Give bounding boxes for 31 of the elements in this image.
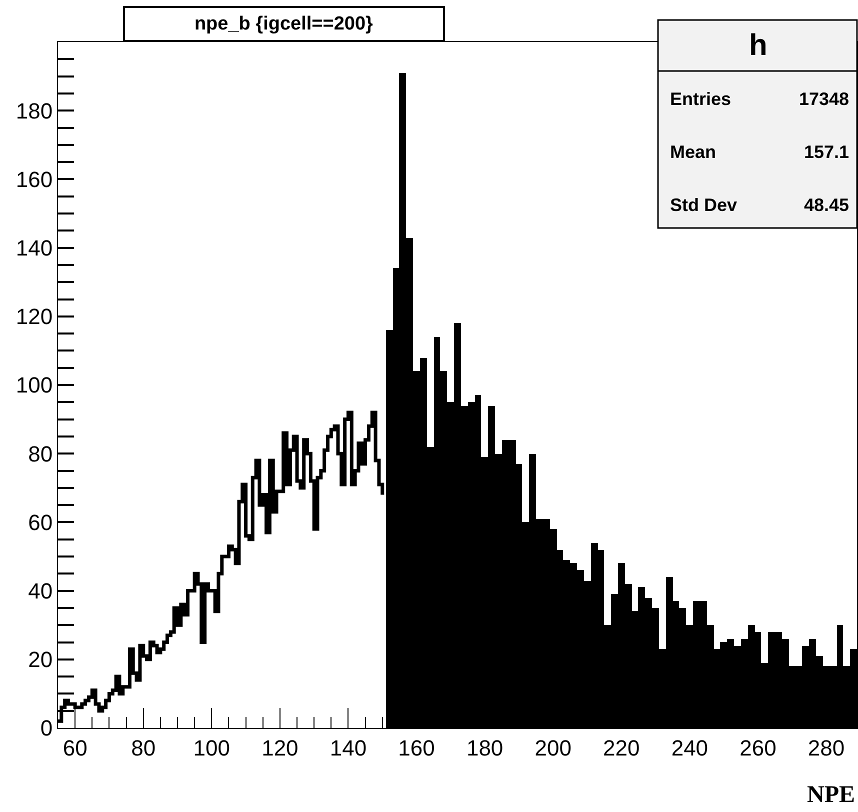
annotation: 157.1 [804, 142, 850, 162]
annotation: 48.45 [804, 195, 850, 215]
y-tick-label: 160 [16, 166, 53, 192]
annotation: Mean [670, 142, 716, 162]
x-tick-label: 220 [603, 735, 640, 760]
annotation: h [749, 29, 768, 62]
x-tick-label: 100 [193, 735, 230, 760]
y-tick-label: 140 [16, 236, 53, 260]
x-tick-label: 240 [671, 735, 708, 760]
annotation: Entries [670, 89, 732, 109]
x-tick-label: 120 [262, 735, 298, 760]
x-tick-label: 200 [534, 735, 572, 760]
x-tick-label: 180 [466, 735, 504, 760]
x-tick-label: 160 [398, 735, 435, 760]
x-tick-label: 80 [131, 735, 156, 760]
y-tick-label: 120 [16, 304, 53, 330]
y-tick-label: 80 [28, 441, 53, 466]
x-tick-label: 260 [740, 735, 776, 760]
x-tick-label: 60 [62, 735, 88, 760]
x-tick-label: 140 [330, 735, 367, 760]
chart-title: npe_b {igcell==200} [194, 14, 374, 34]
annotation: Std Dev [670, 195, 738, 215]
y-tick-label: 0 [40, 716, 53, 741]
y-tick-label: 180 [16, 98, 53, 124]
y-tick-label: 100 [16, 372, 53, 398]
x-axis-title: NPE [807, 782, 855, 808]
y-tick-label: 20 [28, 647, 53, 672]
y-tick-label: 40 [28, 578, 53, 604]
x-tick-label: 280 [808, 735, 845, 760]
y-tick-label: 60 [28, 510, 53, 535]
annotation: 17348 [799, 89, 850, 109]
